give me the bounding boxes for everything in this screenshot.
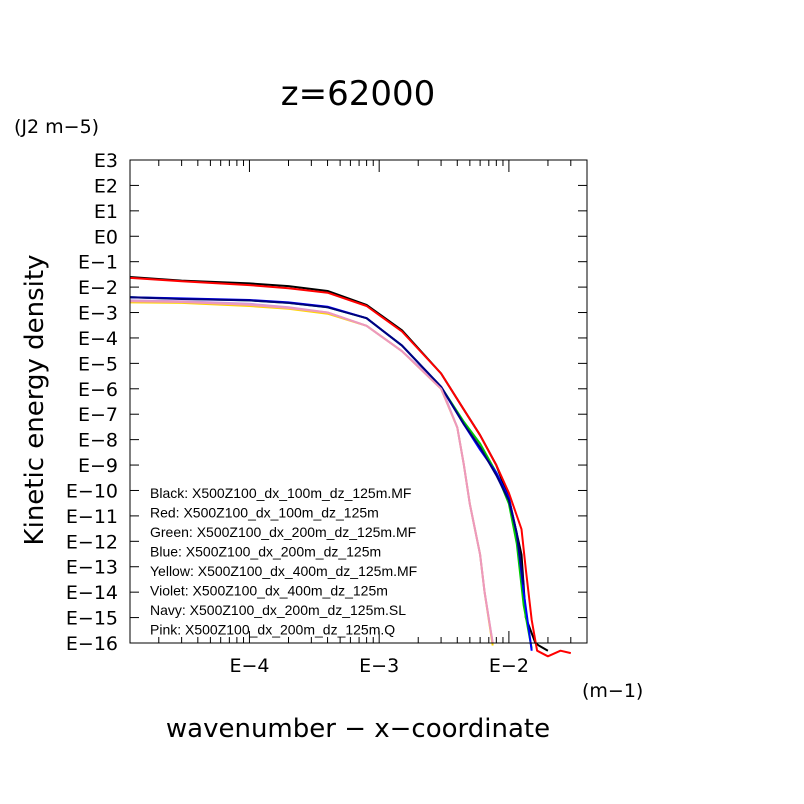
series-line-2 — [129, 276, 572, 658]
y-tick-label: E−11 — [66, 506, 118, 528]
y-tick-label: E−9 — [78, 455, 118, 477]
plot-frame — [129, 159, 588, 644]
x-axis-label: wavenumber − x−coordinate — [166, 714, 550, 744]
legend-entry: Black: X500Z100_dx_100m_dz_125m.MF — [150, 485, 411, 501]
y-tick-label: E−2 — [78, 277, 118, 299]
legend-entry: Red: X500Z100_dx_100m_dz_125m — [150, 505, 379, 521]
y-axis-ticks: E3 E2 E1 E0 E−1 E−2 E−3 E−4 E−5 E−6 E−7 E−8 E−9 E−10 E… — [66, 150, 587, 655]
legend-entry: Blue: X500Z100_dx_200m_dz_125m — [150, 544, 381, 560]
y-tick-label: E−15 — [66, 608, 118, 630]
y-axis-unit: (J2 m−5) — [14, 116, 99, 138]
x-axis-ticks: E−4 E−3 E−2 — [158, 160, 588, 677]
y-tick-label: E−14 — [66, 582, 118, 604]
x-axis-unit: (m−1) — [582, 680, 643, 702]
legend-entry: Yellow: X500Z100_dx_400m_dz_125m.MF — [150, 563, 417, 579]
legend: Black: X500Z100_dx_100m_dz_125m.MF Red: X… — [150, 485, 417, 638]
legend-entry: Violet: X500Z100_dx_400m_dz_125m — [150, 583, 388, 599]
y-tick-label: E−1 — [78, 252, 118, 274]
legend-entry: Pink: X500Z100_dx_200m_dz_125m.Q — [150, 622, 395, 638]
y-tick-label: E2 — [94, 175, 118, 197]
x-tick-label: E−2 — [489, 655, 529, 677]
legend-entry: Navy: X500Z100_dx_200m_dz_125m.SL — [150, 602, 406, 618]
y-tick-label: E−5 — [78, 353, 118, 375]
y-tick-label: E−13 — [66, 557, 118, 579]
x-tick-label: E−3 — [359, 655, 399, 677]
y-tick-label: E−8 — [78, 430, 118, 452]
y-tick-label: E−7 — [78, 404, 118, 426]
series-line-7 — [129, 296, 525, 585]
y-tick-label: E−3 — [78, 303, 118, 325]
y-tick-label: E−6 — [78, 379, 118, 401]
y-tick-label: E−12 — [66, 531, 118, 553]
y-tick-label: E0 — [94, 226, 118, 248]
y-tick-label: E3 — [94, 150, 118, 172]
y-tick-label: E1 — [94, 201, 118, 223]
y-tick-label: E−10 — [66, 480, 118, 502]
x-tick-label: E−4 — [229, 655, 269, 677]
legend-entry: Green: X500Z100_dx_200m_dz_125m.MF — [150, 524, 416, 540]
y-axis-label: Kinetic energy density — [20, 255, 50, 546]
series-line-8 — [129, 300, 494, 644]
chart-title: z=62000 — [281, 74, 436, 114]
y-tick-label: E−4 — [78, 328, 118, 350]
y-tick-label: E−16 — [66, 633, 118, 655]
series-layer — [129, 276, 572, 658]
